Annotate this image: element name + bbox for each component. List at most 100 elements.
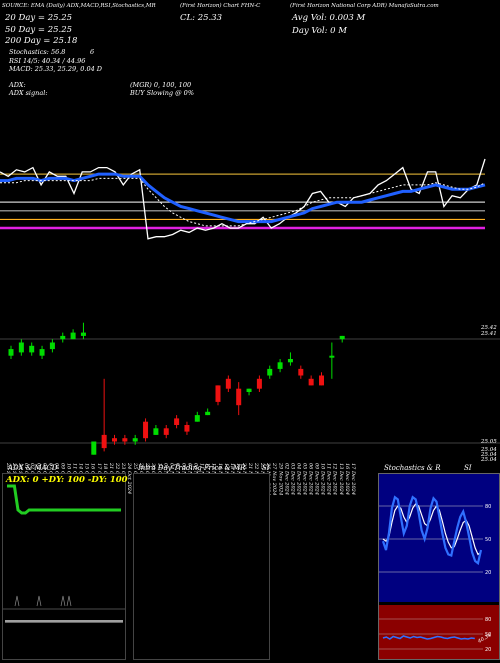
mgr-text: (MGR) 0, 100, 100 <box>130 81 192 89</box>
candlestick-chart <box>0 322 500 455</box>
stoch-level-label: 50 <box>485 537 491 543</box>
price-label-low3: 25.04 <box>481 452 497 458</box>
stoch-rsi-panel: 80 50 20 80 50 20 40.34 <box>378 473 500 660</box>
candle-body-20 <box>215 385 221 402</box>
series-price <box>0 158 486 240</box>
candle-body-26 <box>277 362 283 369</box>
date-label: 12 Dec 2024 <box>332 463 338 495</box>
symbol-text: (First Horizon) Chart FHN-C <box>180 3 261 9</box>
adx-macd-svg <box>3 474 125 623</box>
candle-body-19 <box>205 411 211 416</box>
price-label-top1: 25.42 <box>481 325 497 331</box>
candle-body-17 <box>184 425 190 432</box>
date-label: 06 Dec 2024 <box>308 463 314 495</box>
series-ema-slow <box>0 177 486 227</box>
candle-body-31 <box>329 355 335 358</box>
date-label: 16 Dec 2024 <box>344 463 350 495</box>
candle-body-13 <box>143 421 149 439</box>
adx-spike-3 <box>66 595 72 607</box>
rsi-line <box>382 635 475 640</box>
rsi-level-label: 20 <box>485 647 491 653</box>
intraday-panel <box>133 473 270 660</box>
adx-panel-title: ADX & MACD <box>8 464 58 472</box>
candle-body-27 <box>287 359 293 363</box>
date-label: 02 Dec 2024 <box>283 463 289 495</box>
buy-signal-text: BUY Slowing @ 0% <box>130 89 194 97</box>
candle-body-10 <box>112 438 117 442</box>
date-label: 13 Dec 2024 <box>338 463 344 495</box>
close-price: CL: 25.33 <box>180 13 223 23</box>
rsi-level-label: 50 <box>485 632 491 638</box>
candle-body-22 <box>236 388 242 406</box>
adx-line <box>7 484 121 515</box>
adx-area <box>3 474 125 609</box>
adx-macd-panel: ADX: 0 +DY: 100 -DY: 100 <box>2 473 128 660</box>
company-text: (First Horizon National Corp ADR) Munafa… <box>290 3 439 9</box>
date-label: 03 Dec 2024 <box>289 463 295 495</box>
candle-body-14 <box>153 428 159 435</box>
date-label: 09 Dec 2024 <box>314 463 320 495</box>
stochastics-text: Stochastics: 56.8 <box>9 48 66 56</box>
adx-spike-1 <box>36 595 42 607</box>
date-label: 27 Nov 2024 <box>271 462 277 495</box>
candle-body-30 <box>319 375 324 386</box>
date-label: 10 Dec 2024 <box>320 463 326 495</box>
candle-body-11 <box>122 438 128 442</box>
date-label: 24 Oct 2024 <box>126 462 132 494</box>
candle-body-23 <box>246 388 252 392</box>
candle-body-8 <box>91 441 97 455</box>
date-label: 29 Nov 2024 <box>277 462 283 495</box>
price-label-top2: 25.41 <box>481 331 497 337</box>
candle-body-4 <box>49 342 55 350</box>
adx-signal-text: ADX signal: <box>9 89 48 97</box>
stoch-panel-title-right: SI <box>464 464 472 472</box>
stoch-line <box>381 495 483 566</box>
rsi-level-label: 80 <box>485 617 491 623</box>
price-label-low1: 25.05 <box>481 439 497 445</box>
ma200-text: 200 Day = 25.18 <box>5 36 78 46</box>
rsi-text: RSI 14/5: 40.34 / 44.96 <box>9 57 86 65</box>
ma20-text: 20 Day = 25.25 <box>5 13 73 23</box>
top-banner: SOURCE: EMA (Daily) ADX,MACD,RSI,Stochas… <box>2 3 156 9</box>
candle-body-9 <box>101 434 107 449</box>
candle-body-7 <box>80 332 86 336</box>
stoch-level-label: 20 <box>485 570 491 576</box>
rsi-area <box>379 605 499 659</box>
candle-body-6 <box>70 332 76 340</box>
candle-body-16 <box>174 418 180 425</box>
candle-body-25 <box>267 368 273 376</box>
candle-body-32 <box>339 335 345 340</box>
price-label-low4: 25.04 <box>481 457 497 463</box>
price-label-low2: 25.04 <box>481 447 497 453</box>
date-label: 17 Dec 2024 <box>350 463 356 495</box>
adx-spike-0 <box>14 595 20 607</box>
price-ma-chart <box>0 158 486 240</box>
ma50-text: 50 Day = 25.25 <box>5 25 73 35</box>
candle-body-15 <box>163 428 169 435</box>
candle-body-5 <box>60 335 66 340</box>
candle-body-21 <box>225 378 231 389</box>
avg-volume: Avg Vol: 0.003 M <box>292 13 366 23</box>
date-label: 05 Dec 2024 <box>301 463 307 495</box>
candle-body-3 <box>39 349 45 356</box>
stoch-level-label: 80 <box>485 504 491 510</box>
candle-body-2 <box>29 345 35 353</box>
candle-body-12 <box>132 438 138 442</box>
date-label: 04 Dec 2024 <box>295 463 301 495</box>
intraday-panel-title: Intra Day Trading Price & MR <box>138 464 246 472</box>
adx-legend: ADX: 0 +DY: 100 -DY: 100 <box>6 475 128 485</box>
stoch-area <box>379 474 499 602</box>
candle-body-18 <box>194 415 200 422</box>
candle-body-1 <box>18 342 24 353</box>
day-volume: Day Vol: 0 M <box>292 26 347 36</box>
series-ema-fast <box>0 172 486 224</box>
stoch-panel-title: Stochastics & R <box>384 464 441 472</box>
date-label: 11 Dec 2024 <box>326 463 332 495</box>
macd-text: MACD: 25.33, 25.29, 0.04 D <box>9 65 103 73</box>
candle-body-28 <box>298 368 304 376</box>
adx-text: ADX: <box>9 81 26 89</box>
stoch-extra: 6 <box>90 48 95 56</box>
intraday-panel-title-right: SI <box>262 464 270 472</box>
candle-body-29 <box>308 378 314 386</box>
